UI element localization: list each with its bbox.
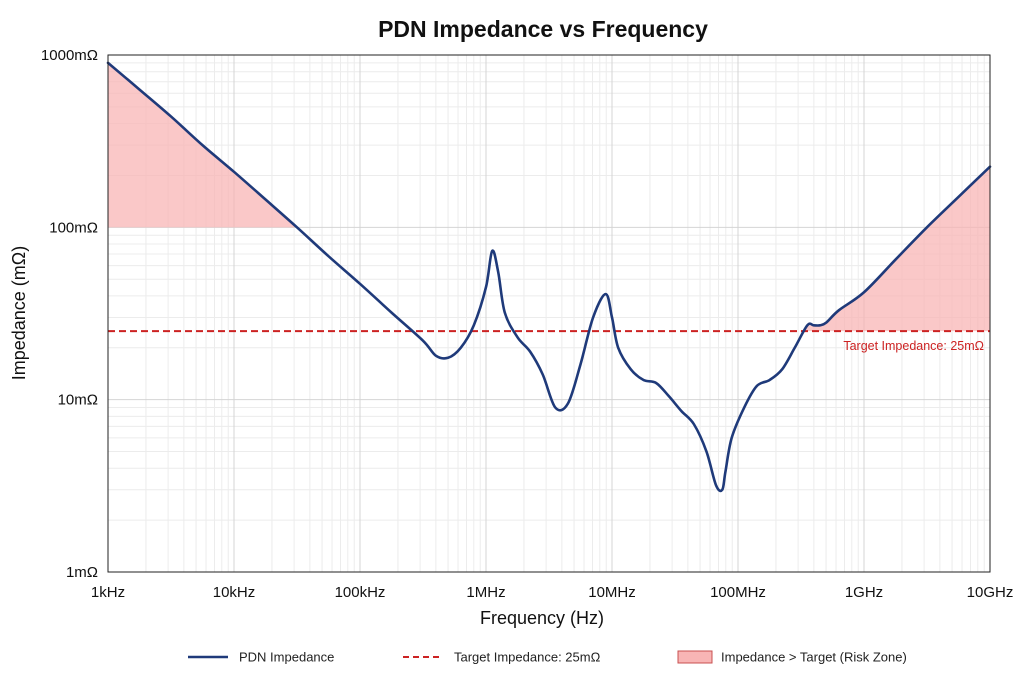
y-tick-label: 1mΩ [66,564,98,581]
data-point [756,385,758,387]
data-point [768,379,770,381]
data-point [170,115,172,117]
data-point [617,347,619,349]
data-point [504,311,506,313]
data-point [422,339,424,341]
data-point [705,450,707,452]
data-point [579,363,581,365]
data-point [655,382,657,384]
data-point [825,321,827,323]
x-tick-label: 1MHz [466,584,505,601]
data-point [233,171,235,173]
data-point [554,406,556,408]
data-point [447,357,449,359]
x-tick-label: 100kHz [335,584,386,601]
data-point [794,347,796,349]
data-point [529,350,531,352]
x-tick-label: 10GHz [967,584,1014,601]
data-point [542,373,544,375]
data-point [390,311,392,313]
x-tick-labels: 1kHz 10kHz 100kHz 1MHz 10MHz 100MHz 1GHz 10GHz [91,584,1013,601]
x-tick-label: 100MHz [710,584,766,601]
legend-label-target: Target Impedance: 25mΩ [454,650,601,665]
data-point [819,324,821,326]
data-point [327,255,329,257]
series-line-pdn-impedance [106,61,992,493]
y-tick-label: 10mΩ [58,392,98,409]
legend: PDN Impedance Target Impedance: 25mΩ Imp… [188,650,907,665]
data-point [516,336,518,338]
data-point [201,144,203,146]
series-layer [106,61,992,493]
data-point [721,489,723,491]
risk-zone-layer [108,62,990,332]
grid-minor [108,55,990,572]
target-annotation: Target Impedance: 25mΩ [843,339,984,353]
data-point [138,88,140,90]
data-point [642,379,644,381]
data-point [781,368,783,370]
data-point [715,484,717,486]
target-layer: Target Impedance: 25mΩ [108,330,990,353]
data-point [473,324,475,326]
data-point [491,250,493,252]
y-tick-labels: 1mΩ 10mΩ 100mΩ 1000mΩ [41,47,98,581]
legend-label-series: PDN Impedance [239,650,334,665]
x-tick-label: 1GHz [845,584,883,601]
data-point [359,283,361,285]
y-tick-label: 100mΩ [49,219,98,236]
x-axis-label: Frequency (Hz) [480,608,604,628]
data-point [296,226,298,228]
x-tick-label: 10MHz [588,584,636,601]
x-tick-label: 10kHz [213,584,256,601]
data-point [611,316,613,318]
data-point [894,258,896,260]
data-point [743,406,745,408]
legend-label-risk: Impedance > Target (Risk Zone) [721,650,907,665]
legend-fill-swatch [677,650,713,664]
data-point [592,316,594,318]
y-axis-label: Impedance (mΩ) [9,246,29,381]
data-point [730,437,732,439]
data-point [485,286,487,288]
data-point [680,410,682,412]
data-point [567,402,569,404]
data-point [668,395,670,397]
data-point [693,423,695,425]
data-point [604,293,606,295]
data-point [497,271,499,273]
data-point [264,198,266,200]
x-tick-label: 1kHz [91,584,125,601]
data-point [863,291,865,293]
y-tick-label: 1000mΩ [41,47,98,64]
data-point [724,471,726,473]
data-point [926,226,928,228]
data-point [838,309,840,311]
data-point [812,324,814,326]
data-point [957,196,959,198]
data-point [806,324,808,326]
risk-zone [804,166,990,332]
data-point [630,368,632,370]
data-point [435,354,437,356]
plot-frame [107,54,991,573]
data-point [460,347,462,349]
chart-title: PDN Impedance vs Frequency [378,16,708,42]
